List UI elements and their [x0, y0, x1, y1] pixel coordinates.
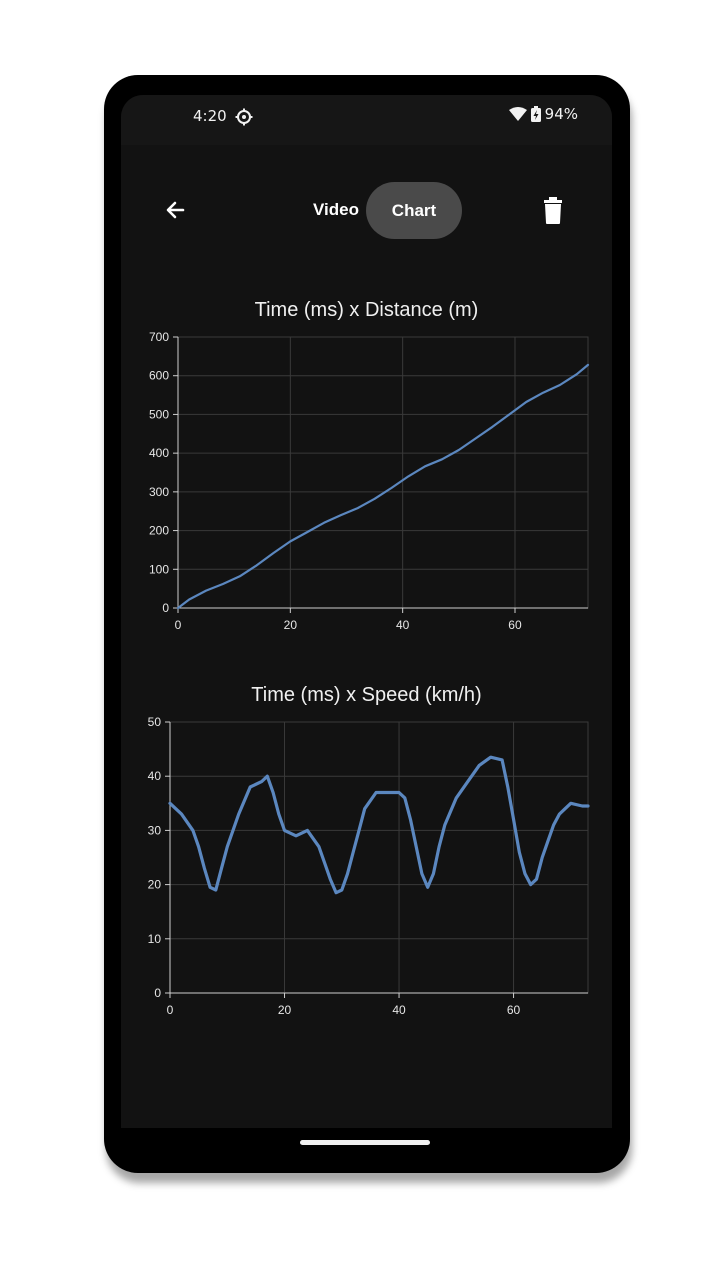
plot-frame: [177, 336, 589, 609]
y-tick-label: 600: [149, 369, 169, 383]
app-bar: Video Chart: [121, 165, 612, 255]
app-screen: 4:20 94% Video Chart: [121, 95, 612, 1128]
x-tick-label: 0: [167, 1003, 174, 1017]
y-tick-label: 500: [149, 407, 169, 421]
y-tick-label: 400: [149, 446, 169, 460]
distance-chart-title: Time (ms) x Distance (m): [254, 299, 479, 321]
y-tick-label: 200: [149, 524, 169, 538]
y-tick-label: 0: [162, 601, 169, 615]
y-tick-label: 300: [149, 485, 169, 499]
back-button[interactable]: [161, 195, 191, 225]
x-tick-label: 20: [284, 618, 298, 632]
x-tick-label: 20: [278, 1003, 292, 1017]
tab-chart[interactable]: Chart: [366, 182, 462, 239]
wifi-icon: [508, 107, 527, 121]
distance-chart: 0 100 200 300 400 500 600 700 0 20 40 60: [149, 330, 590, 632]
status-time: 4:20: [193, 107, 227, 125]
x-tick-label: 60: [508, 618, 522, 632]
y-tick-label: 30: [148, 823, 162, 837]
y-tick-label: 40: [148, 769, 162, 783]
series-line: [168, 755, 590, 895]
status-right: 94%: [508, 105, 578, 123]
plot-frame: [169, 721, 589, 994]
status-bar: 4:20 94%: [121, 95, 612, 145]
gear-icon: [235, 108, 253, 126]
x-tick-label: 40: [396, 618, 410, 632]
y-tick-label: 0: [154, 986, 161, 1000]
x-tick-label: 0: [175, 618, 182, 632]
y-tick-label: 700: [149, 330, 169, 344]
battery-charging-icon: [530, 106, 541, 122]
home-gesture-bar[interactable]: [300, 1140, 430, 1145]
battery-percent: 94%: [544, 105, 578, 123]
trash-icon[interactable]: [538, 195, 568, 227]
y-tick-label: 10: [148, 932, 162, 946]
x-tick-label: 60: [507, 1003, 521, 1017]
speed-chart: 0 10 20 30 40 50 0 20 40 60: [148, 715, 590, 1017]
y-tick-label: 50: [148, 715, 162, 729]
tab-video[interactable]: Video: [313, 200, 359, 219]
speed-chart-title: Time (ms) x Speed (km/h): [251, 684, 482, 706]
y-tick-label: 20: [148, 878, 162, 892]
y-tick-label: 100: [149, 562, 169, 576]
series-line: [176, 363, 590, 610]
x-tick-label: 40: [392, 1003, 406, 1017]
